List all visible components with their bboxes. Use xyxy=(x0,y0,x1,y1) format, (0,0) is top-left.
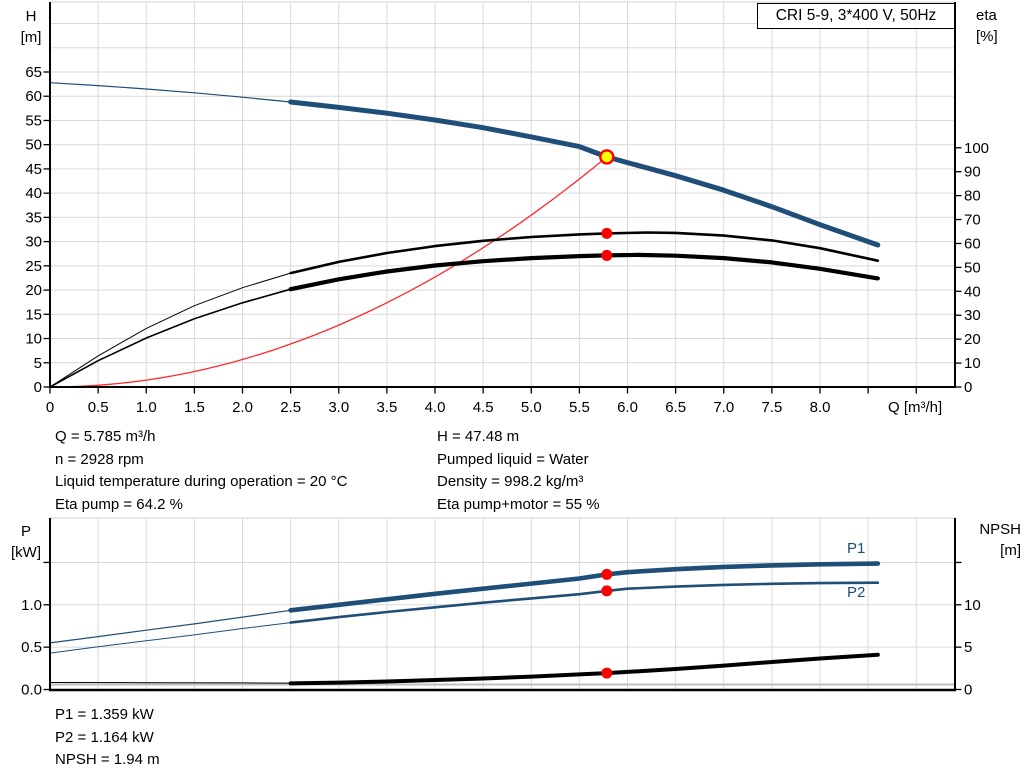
svg-text:55: 55 xyxy=(25,112,42,129)
npsh-axis-unit-line1: NPSH xyxy=(979,521,1021,538)
info-head: H = 47.48 m xyxy=(437,428,520,445)
p1-curve xyxy=(288,561,881,613)
info-speed: n = 2928 rpm xyxy=(55,450,144,468)
svg-text:80: 80 xyxy=(964,188,981,205)
svg-text:50: 50 xyxy=(964,259,981,276)
svg-text:6.0: 6.0 xyxy=(617,399,638,416)
svg-text:20: 20 xyxy=(964,331,981,348)
svg-text:0: 0 xyxy=(964,379,972,396)
info-liquid-temperature: Liquid temperature during operation = 20… xyxy=(55,473,348,490)
duty-info-right: H = 47.48 m Pumped liquid = Water Densit… xyxy=(437,426,600,516)
system-curve xyxy=(49,156,608,388)
svg-text:0: 0 xyxy=(964,682,972,699)
p1-curve-label: P1 xyxy=(847,540,866,557)
operating-point-dot xyxy=(601,249,613,261)
svg-text:60: 60 xyxy=(25,88,42,105)
npsh-axis-unit: NPSH [m] xyxy=(963,519,1021,561)
npsh-curve-low-flow xyxy=(49,682,292,684)
info-eta-pump-motor: Eta pump+motor = 55 % xyxy=(437,495,600,513)
svg-text:40: 40 xyxy=(964,283,981,300)
svg-text:40: 40 xyxy=(25,185,42,202)
svg-text:2.0: 2.0 xyxy=(232,399,253,416)
npsh-axis-unit-line2: [m] xyxy=(1000,542,1021,559)
svg-text:5.0: 5.0 xyxy=(521,399,542,416)
power-info: P1 = 1.359 kW P2 = 1.164 kW NPSH = 1.94 … xyxy=(55,704,160,772)
pump-curve-low-flow xyxy=(49,82,292,103)
svg-text:5: 5 xyxy=(34,355,42,372)
svg-text:0.5: 0.5 xyxy=(88,399,109,416)
npsh-curve xyxy=(288,652,880,686)
svg-text:4.0: 4.0 xyxy=(425,399,446,416)
duty-point-marker xyxy=(599,149,615,165)
h-axis-unit-line1: H xyxy=(25,8,37,25)
info-q: Q = 5.785 m³/h xyxy=(55,428,156,445)
svg-text:0: 0 xyxy=(46,399,54,416)
svg-text:5: 5 xyxy=(964,639,972,656)
svg-text:15: 15 xyxy=(25,306,42,323)
h-axis-unit: H [m] xyxy=(8,6,54,48)
info-p1: P1 = 1.359 kW xyxy=(55,706,154,723)
svg-text:7.5: 7.5 xyxy=(761,399,782,416)
svg-text:20: 20 xyxy=(25,282,42,299)
svg-text:0.5: 0.5 xyxy=(21,639,42,656)
svg-text:30: 30 xyxy=(964,307,981,324)
svg-text:2.5: 2.5 xyxy=(280,399,301,416)
p-axis-unit: P [kW] xyxy=(3,521,49,563)
info-npsh: NPSH = 1.94 m xyxy=(55,751,160,768)
svg-text:100: 100 xyxy=(964,140,989,157)
svg-text:6.5: 6.5 xyxy=(665,399,686,416)
pump-curve xyxy=(288,99,881,248)
legend-box: CRI 5-9, 3*400 V, 50Hz xyxy=(757,3,955,29)
q-axis-unit: Q [m³/h] xyxy=(888,399,943,416)
svg-text:50: 50 xyxy=(25,137,42,154)
eta-pump-motor-curve xyxy=(288,252,880,292)
duty-info-left: Q = 5.785 m³/h n = 2928 rpm Liquid tempe… xyxy=(55,426,347,516)
svg-text:60: 60 xyxy=(964,235,981,252)
info-density: Density = 998.2 kg/m³ xyxy=(437,473,584,490)
svg-text:1.5: 1.5 xyxy=(184,399,205,416)
p-axis-unit-line1: P xyxy=(20,523,31,540)
svg-text:65: 65 xyxy=(25,64,42,81)
svg-text:25: 25 xyxy=(25,258,42,275)
p2-curve xyxy=(289,581,880,624)
svg-text:0: 0 xyxy=(34,379,42,396)
svg-text:10: 10 xyxy=(25,331,42,348)
p-axis-unit-line2: [kW] xyxy=(11,544,41,561)
eta-axis-unit: eta [%] xyxy=(976,5,1022,47)
info-p2: P2 = 1.164 kW xyxy=(55,728,154,746)
svg-text:35: 35 xyxy=(25,209,42,226)
operating-point-dot xyxy=(601,667,613,679)
svg-text:10: 10 xyxy=(964,597,981,614)
eta-pump-motor-curve-low-flow xyxy=(49,288,292,388)
svg-text:70: 70 xyxy=(964,212,981,229)
svg-text:0.0: 0.0 xyxy=(21,682,42,699)
eta-axis-unit-line1: eta xyxy=(976,7,997,24)
svg-text:4.5: 4.5 xyxy=(473,399,494,416)
p1-curve-low-flow xyxy=(49,609,292,644)
svg-text:3.0: 3.0 xyxy=(328,399,349,416)
operating-point-dot xyxy=(601,227,613,239)
svg-text:10: 10 xyxy=(964,355,981,372)
svg-text:45: 45 xyxy=(25,161,42,178)
svg-text:1.0: 1.0 xyxy=(21,597,42,614)
svg-text:90: 90 xyxy=(964,164,981,181)
operating-point-dot xyxy=(601,585,613,597)
eta-axis-unit-line2: [%] xyxy=(976,28,998,45)
p2-curve-low-flow xyxy=(49,622,292,654)
h-axis-unit-line2: [m] xyxy=(20,29,42,46)
eta-pump-curve-low-flow xyxy=(49,272,292,388)
p2-curve-label: P2 xyxy=(847,584,866,601)
eta-pump-curve xyxy=(289,231,880,275)
svg-text:7.0: 7.0 xyxy=(713,399,734,416)
svg-text:5.5: 5.5 xyxy=(569,399,590,416)
svg-text:1.0: 1.0 xyxy=(136,399,157,416)
svg-text:30: 30 xyxy=(25,234,42,251)
info-eta-pump: Eta pump = 64.2 % xyxy=(55,495,183,513)
svg-text:3.5: 3.5 xyxy=(376,399,397,416)
svg-text:8.0: 8.0 xyxy=(810,399,831,416)
operating-point-dot xyxy=(601,568,613,580)
info-pumped-liquid: Pumped liquid = Water xyxy=(437,450,589,468)
